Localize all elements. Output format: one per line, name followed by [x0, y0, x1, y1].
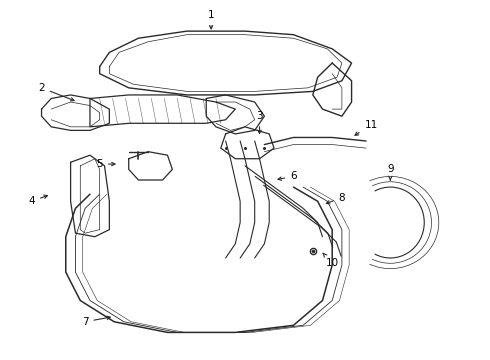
Text: 10: 10 [323, 253, 339, 268]
Text: 7: 7 [82, 316, 110, 327]
Text: 11: 11 [355, 120, 378, 135]
Text: 9: 9 [387, 165, 393, 180]
Text: 3: 3 [256, 111, 263, 134]
Text: 2: 2 [38, 83, 74, 101]
Text: 1: 1 [208, 10, 215, 29]
Text: 5: 5 [97, 159, 115, 169]
Text: 4: 4 [28, 195, 48, 206]
Text: 8: 8 [326, 193, 345, 204]
Text: 6: 6 [278, 171, 297, 181]
